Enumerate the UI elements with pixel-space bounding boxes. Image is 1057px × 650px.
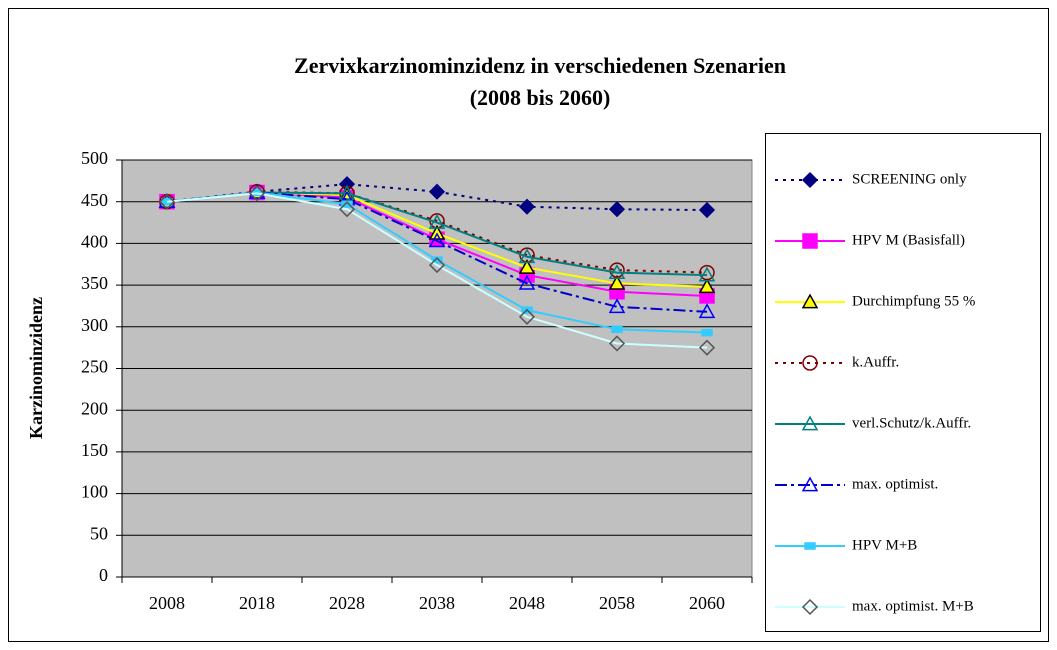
data-point bbox=[699, 264, 715, 281]
data-point bbox=[698, 303, 716, 319]
x-tick-label: 2008 bbox=[149, 593, 185, 613]
series-line bbox=[166, 192, 708, 349]
data-point bbox=[428, 214, 446, 229]
legend-marker bbox=[801, 293, 819, 309]
data-point bbox=[518, 308, 536, 325]
legend-marker bbox=[802, 355, 818, 371]
x-tick-label: 2060 bbox=[689, 593, 725, 613]
data-point bbox=[248, 185, 266, 202]
data-point bbox=[698, 266, 716, 282]
legend-marker bbox=[801, 171, 819, 189]
data-point bbox=[428, 183, 446, 200]
data-point bbox=[518, 259, 536, 274]
legend-box bbox=[765, 133, 1041, 632]
data-point bbox=[609, 262, 625, 278]
legend-label: max. optimist. M+B bbox=[852, 598, 974, 614]
legend-label: max. optimist. bbox=[852, 476, 938, 492]
data-point bbox=[611, 325, 623, 334]
data-point bbox=[608, 201, 626, 218]
y-tick-label: 250 bbox=[81, 357, 108, 377]
data-point bbox=[608, 274, 626, 290]
x-tick-label: 2028 bbox=[329, 593, 365, 613]
data-point bbox=[698, 201, 716, 219]
data-point bbox=[701, 328, 713, 337]
y-axis-label: Karzinominzidenz bbox=[26, 297, 46, 439]
y-tick-label: 100 bbox=[81, 482, 108, 502]
y-tick-label: 500 bbox=[81, 148, 108, 168]
data-point bbox=[608, 335, 626, 352]
data-point bbox=[518, 274, 536, 290]
legend-marker bbox=[802, 233, 818, 249]
legend-label: verl.Schutz/k.Auffr. bbox=[852, 415, 971, 431]
y-tick-label: 50 bbox=[90, 523, 108, 543]
legend-label: k.Auffr. bbox=[852, 354, 899, 370]
y-tick-label: 350 bbox=[81, 273, 108, 293]
y-tick-label: 400 bbox=[81, 232, 108, 252]
data-point bbox=[428, 257, 446, 274]
x-tick-label: 2038 bbox=[419, 593, 455, 613]
y-tick-label: 450 bbox=[81, 190, 108, 210]
legend-label: HPV M+B bbox=[852, 537, 917, 553]
x-tick-label: 2058 bbox=[599, 593, 635, 613]
chart-title: Zervixkarzinominzidenz in verschiedenen … bbox=[294, 53, 786, 78]
x-tick-label: 2048 bbox=[509, 593, 545, 613]
legend-label: Durchimpfung 55 % bbox=[852, 293, 975, 309]
data-point bbox=[608, 264, 626, 279]
x-tick-label: 2018 bbox=[239, 593, 275, 613]
legend-marker bbox=[801, 415, 819, 431]
y-tick-label: 150 bbox=[81, 440, 108, 460]
chart-subtitle: (2008 bis 2060) bbox=[470, 85, 611, 110]
data-point bbox=[338, 184, 356, 200]
data-point bbox=[698, 278, 716, 294]
data-point bbox=[428, 232, 446, 248]
legend-marker bbox=[801, 598, 819, 616]
data-point bbox=[518, 198, 536, 215]
data-point bbox=[698, 339, 716, 356]
y-tick-label: 300 bbox=[81, 315, 108, 335]
data-point bbox=[608, 298, 626, 314]
legend-label: HPV M (Basisfall) bbox=[852, 232, 965, 248]
data-point bbox=[338, 201, 356, 218]
data-point bbox=[518, 248, 536, 264]
y-tick-label: 200 bbox=[81, 398, 108, 418]
series-line bbox=[166, 191, 708, 313]
y-tick-label: 0 bbox=[99, 565, 108, 585]
data-point bbox=[158, 193, 176, 210]
legend-marker bbox=[801, 476, 819, 492]
legend-label: SCREENING only bbox=[852, 171, 967, 187]
legend-marker bbox=[804, 542, 816, 550]
